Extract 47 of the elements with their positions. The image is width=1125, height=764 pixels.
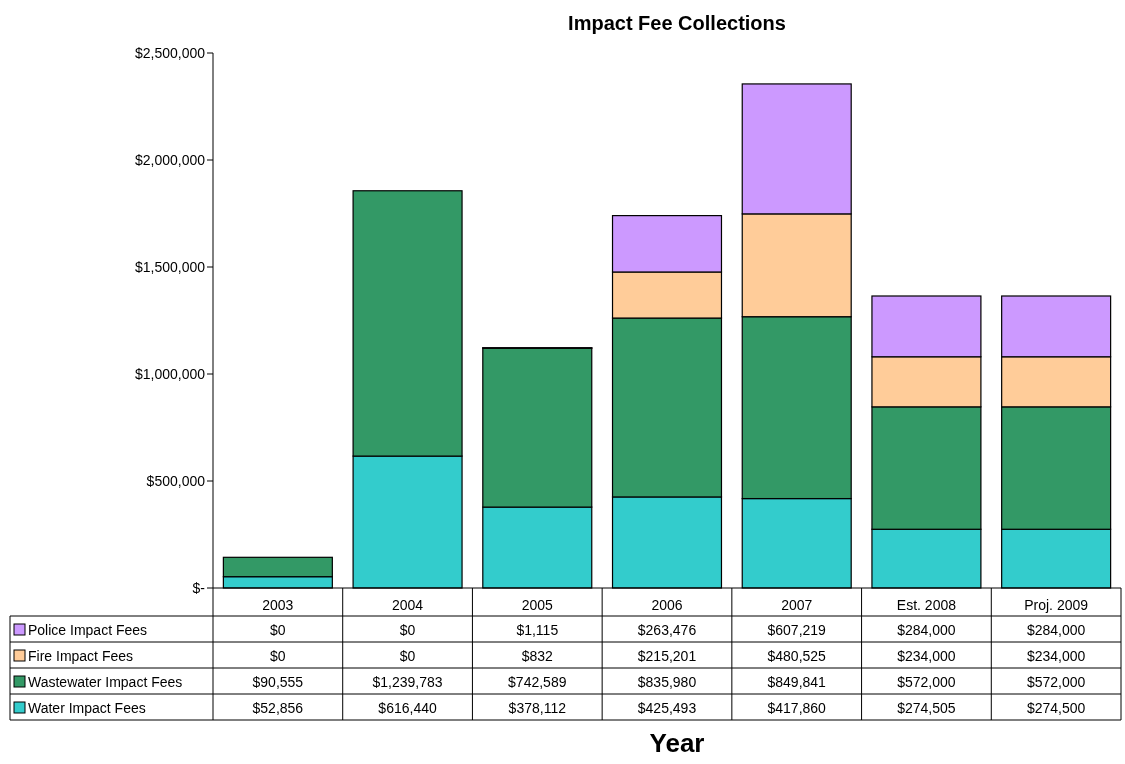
data-label: $1,239,783 <box>372 673 443 690</box>
data-label: $0 <box>270 647 286 664</box>
data-label: $284,000 <box>1026 621 1086 638</box>
x-axis-title: Year <box>649 728 705 758</box>
legend-label: Wastewater Impact Fees <box>28 673 183 690</box>
y-tick-label: $1,000,000 <box>134 365 206 382</box>
x-tick-label: 2003 <box>262 596 294 613</box>
data-label: $616,440 <box>378 699 437 716</box>
data-label: $0 <box>399 647 416 664</box>
chart-title: Impact Fee Collections <box>568 12 786 34</box>
x-tick-label: 2005 <box>521 596 554 613</box>
data-label: $263,476 <box>637 621 697 638</box>
x-tick-label: 2004 <box>391 596 424 613</box>
legend-label: Water Impact Fees <box>28 699 146 716</box>
legend-label: Fire Impact Fees <box>28 647 134 664</box>
data-label: $1,115 <box>516 621 559 638</box>
data-label: $417,860 <box>767 699 827 716</box>
data-label: $234,000 <box>897 647 956 664</box>
data-label: $0 <box>270 621 286 638</box>
data-label: $0 <box>399 621 416 638</box>
data-label: $274,500 <box>1026 699 1086 716</box>
data-label: $425,493 <box>637 699 697 716</box>
y-tick-label: $2,500,000 <box>134 44 206 61</box>
x-tick-label: 2007 <box>781 596 813 613</box>
y-tick-label: $1,500,000 <box>134 258 206 275</box>
data-label: $284,000 <box>897 621 956 638</box>
y-tick-label: $500,000 <box>146 472 206 489</box>
x-tick-label: 2006 <box>651 596 683 613</box>
data-label: $572,000 <box>1026 673 1086 690</box>
y-tick-label: $2,000,000 <box>134 151 206 168</box>
data-label: $52,856 <box>252 699 304 716</box>
data-label: $215,201 <box>637 647 697 664</box>
data-label: $742,589 <box>508 673 567 690</box>
data-label: $378,112 <box>508 699 567 716</box>
data-label: $607,219 <box>767 621 827 638</box>
data-label: $480,525 <box>767 647 827 664</box>
legend-label: Police Impact Fees <box>28 621 148 638</box>
y-tick-label: $- <box>192 579 206 596</box>
data-label: $234,000 <box>1026 647 1086 664</box>
x-tick-label: Proj. 2009 <box>1024 596 1089 613</box>
data-label: $572,000 <box>897 673 956 690</box>
x-tick-label: Est. 2008 <box>896 596 957 613</box>
data-label: $90,555 <box>252 673 304 690</box>
data-label: $849,841 <box>767 673 827 690</box>
data-label: $832 <box>521 647 554 664</box>
data-label: $274,505 <box>897 699 956 716</box>
data-label: $835,980 <box>637 673 697 690</box>
